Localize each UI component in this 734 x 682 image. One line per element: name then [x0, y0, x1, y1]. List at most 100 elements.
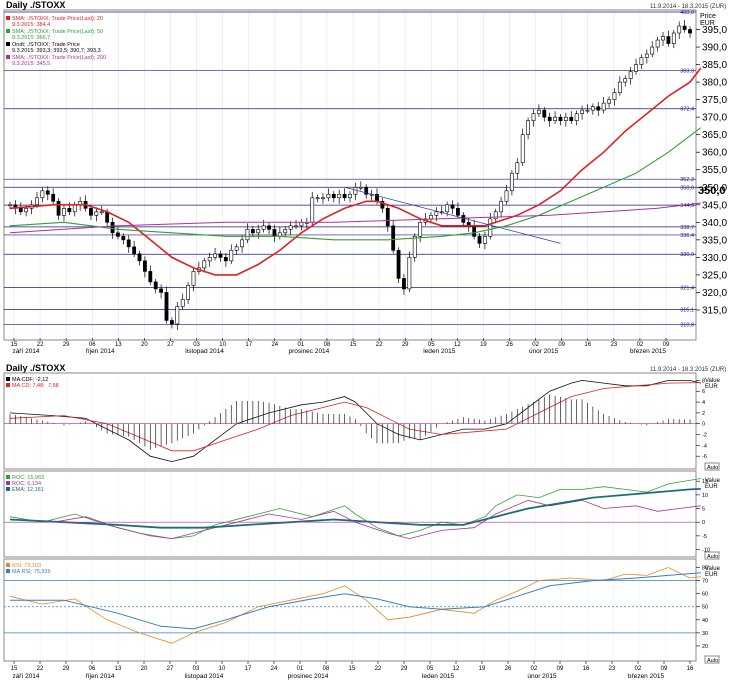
- candle-body: [358, 186, 363, 189]
- price-level-label: 383,3: [680, 69, 694, 75]
- candle-body: [682, 25, 687, 30]
- candle-body: [218, 253, 223, 258]
- candle-body: [164, 292, 169, 321]
- candle-body: [569, 116, 574, 121]
- date-tick-label: 12: [454, 342, 461, 348]
- candle-body: [272, 229, 277, 237]
- panel-y-tick-label: 80: [702, 566, 708, 572]
- legend-swatch: [6, 383, 10, 387]
- date-tick-label: 23: [610, 342, 617, 348]
- legend-swatch: [6, 29, 10, 33]
- price-level-label: 330,9: [680, 252, 694, 258]
- panel-y-tick-label: 0: [702, 520, 705, 526]
- candle-body: [175, 306, 180, 325]
- month-label: březen 2015: [628, 673, 665, 680]
- panel-y-tick-label: 15: [702, 479, 708, 485]
- price-y-tick-label: 390,0: [702, 43, 727, 54]
- month-label: leden 2015: [422, 673, 455, 680]
- month-label: únor 2015: [529, 348, 559, 355]
- price-y-tick-label: 370,0: [702, 113, 727, 124]
- date-tick-label: 29: [63, 342, 70, 348]
- month-label: listopad 2014: [185, 348, 224, 355]
- candle-body: [169, 320, 174, 325]
- date-tick-label: 10: [219, 342, 226, 348]
- candle-body: [288, 225, 293, 230]
- price-level-label: 400,0: [680, 10, 694, 16]
- candle-body: [563, 116, 568, 121]
- candle-body: [644, 53, 649, 58]
- candle-body: [364, 186, 369, 195]
- month-label: leden 2015: [423, 348, 456, 355]
- date-tick-label: 15: [350, 342, 357, 348]
- candle-body: [402, 278, 406, 290]
- candle-body: [515, 162, 520, 174]
- date-tick-label: 29: [402, 342, 409, 348]
- candle-body: [504, 190, 509, 202]
- candle-body: [213, 253, 217, 258]
- panel-y-tick-label: 8: [702, 378, 705, 384]
- panel-y-tick-label: 60: [702, 592, 708, 598]
- panel-y-tick-label: 10: [702, 493, 708, 499]
- price-y-tick-label: 385,0: [702, 60, 727, 71]
- month-label: říjen 2014: [86, 673, 115, 680]
- candle-body: [493, 211, 498, 220]
- macd-panel: Daily ./STOXX 11.9.2014 - 18.3.2015 (ZUR…: [3, 363, 726, 471]
- legend-series-name: SMA; ./STOXX; Trade Price(Last); 200: [12, 55, 106, 61]
- month-label: říjen 2014: [86, 348, 115, 355]
- rsi-axis-title: Value: [705, 566, 721, 572]
- candle-body: [655, 39, 660, 48]
- panel-y-tick-label: 40: [702, 618, 708, 624]
- date-tick-label: 26: [505, 666, 512, 672]
- date-tick-label: 27: [167, 342, 174, 348]
- date-tick-label: 05: [427, 666, 434, 672]
- roc-auto-button[interactable]: [704, 551, 720, 560]
- date-tick-label: 09: [661, 666, 668, 672]
- legend-series-name: MA CD; 7,48;: [12, 383, 45, 389]
- date-tick-label: 23: [609, 666, 616, 672]
- candle-body: [639, 57, 644, 65]
- candle-body: [542, 109, 547, 118]
- legend-series-name: Ondt; ./STOXX; Trade Price: [12, 42, 80, 48]
- candle-body: [8, 204, 12, 207]
- rsi-auto-button[interactable]: [704, 655, 720, 664]
- price-axis-unit: EUR: [700, 20, 715, 27]
- sma-20-line: [9, 67, 702, 276]
- candle-body: [499, 200, 504, 213]
- legend-series-name: ROC; 15,963: [12, 475, 44, 481]
- candle-body: [110, 222, 115, 234]
- candle-body: [612, 92, 617, 100]
- date-tick-label: 06: [89, 666, 96, 672]
- legend-series-name: EMA; 12,161: [12, 487, 44, 493]
- panel-y-tick-label: -4: [702, 443, 707, 449]
- price-level-label: 336,4: [680, 233, 694, 239]
- legend-swatch: [6, 55, 10, 59]
- candle-body: [574, 113, 579, 121]
- date-tick-label: 13: [115, 666, 122, 672]
- price-level-label: 372,4: [680, 107, 694, 113]
- date-tick-label: 24: [271, 666, 278, 672]
- date-tick-label: 15: [11, 342, 18, 348]
- candle-body: [671, 32, 676, 44]
- price-y-tick-label: 345,0: [702, 200, 727, 211]
- legend-series-value: 9.3.2015: 393,3; 393,5; 390,7; 393,3: [12, 48, 101, 54]
- date-tick-label: 10: [219, 666, 226, 672]
- candle-body: [547, 116, 552, 121]
- date-tick-label: 24: [271, 342, 278, 348]
- date-tick-label: 15: [11, 666, 18, 672]
- candle-body: [18, 208, 23, 213]
- date-tick-label: 17: [245, 666, 252, 672]
- price-y-tick-label: 320,0: [702, 288, 727, 299]
- date-tick-label: 22: [375, 666, 382, 672]
- panel-y-tick-label: 2: [702, 411, 705, 417]
- candle-body: [628, 71, 633, 79]
- panel-y-tick-label: 0: [702, 422, 705, 428]
- candle-body: [24, 208, 29, 213]
- macd-auto-button[interactable]: [704, 462, 720, 471]
- candle-body: [380, 200, 385, 209]
- panel-y-tick-label: -2: [702, 433, 707, 439]
- candle-body: [617, 81, 622, 93]
- roc-auto-label: Auto: [707, 554, 718, 560]
- candle-body: [526, 120, 531, 135]
- legend-swatch: [6, 377, 10, 381]
- date-tick-label: 16: [584, 342, 591, 348]
